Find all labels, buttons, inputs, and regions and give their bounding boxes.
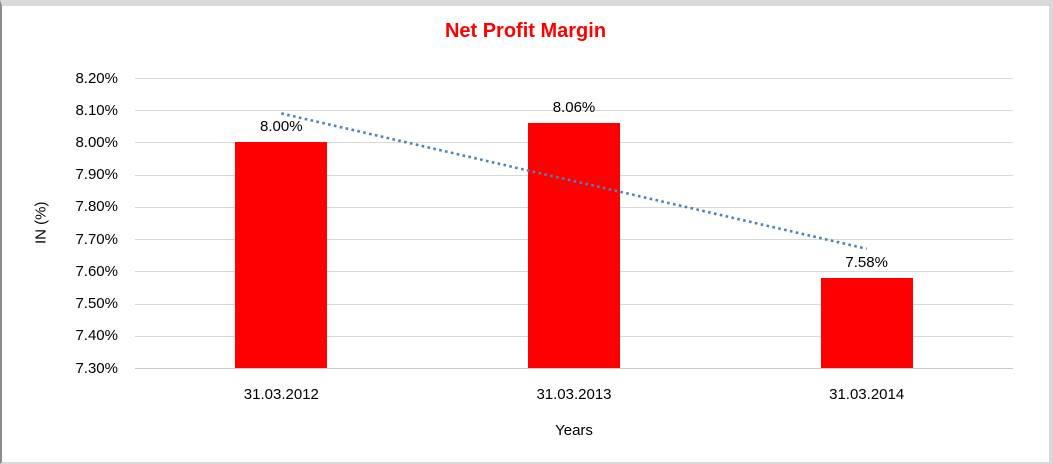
y-tick-label: 7.30% [75, 359, 118, 377]
x-category-label: 31.03.2012 [243, 386, 319, 403]
plot-area: 8.00% 8.06% 7.58% [135, 78, 1013, 369]
x-category-label: 31.03.2013 [536, 386, 612, 403]
y-tick-label: 7.60% [75, 262, 118, 280]
bar-31.03.2013 [528, 123, 620, 368]
bar-31.03.2012 [235, 142, 328, 368]
chart-title: Net Profit Margin [444, 20, 607, 42]
y-axis-tick-labels: 8.20% 8.10% 8.00% 7.90% 7.80% 7.70% 7.60% 7.50%… [2, 70, 126, 377]
y-tick-label: 7.90% [75, 166, 118, 184]
x-category-label: 31.03.2014 [829, 386, 905, 403]
y-tick-label: 7.80% [75, 198, 118, 216]
y-tick-label: 7.50% [75, 295, 118, 313]
y-tick-label: 8.20% [75, 69, 118, 87]
data-label: 8.00% [260, 118, 303, 136]
x-axis-title: Years [555, 422, 593, 439]
data-label: 8.06% [552, 99, 596, 117]
y-tick-label: 7.40% [75, 327, 118, 345]
bar-31.03.2014 [820, 277, 913, 368]
gridline [135, 110, 1013, 112]
gridline [135, 78, 1013, 79]
y-tick-label: 8.00% [75, 133, 118, 151]
trendline [281, 112, 867, 251]
y-tick-label: 8.10% [75, 101, 118, 119]
data-label: 7.58% [845, 253, 888, 271]
y-tick-label: 7.70% [75, 230, 118, 248]
x-axis-category-labels: 31.03.2012 31.03.2013 31.03.2014 [135, 386, 1013, 406]
